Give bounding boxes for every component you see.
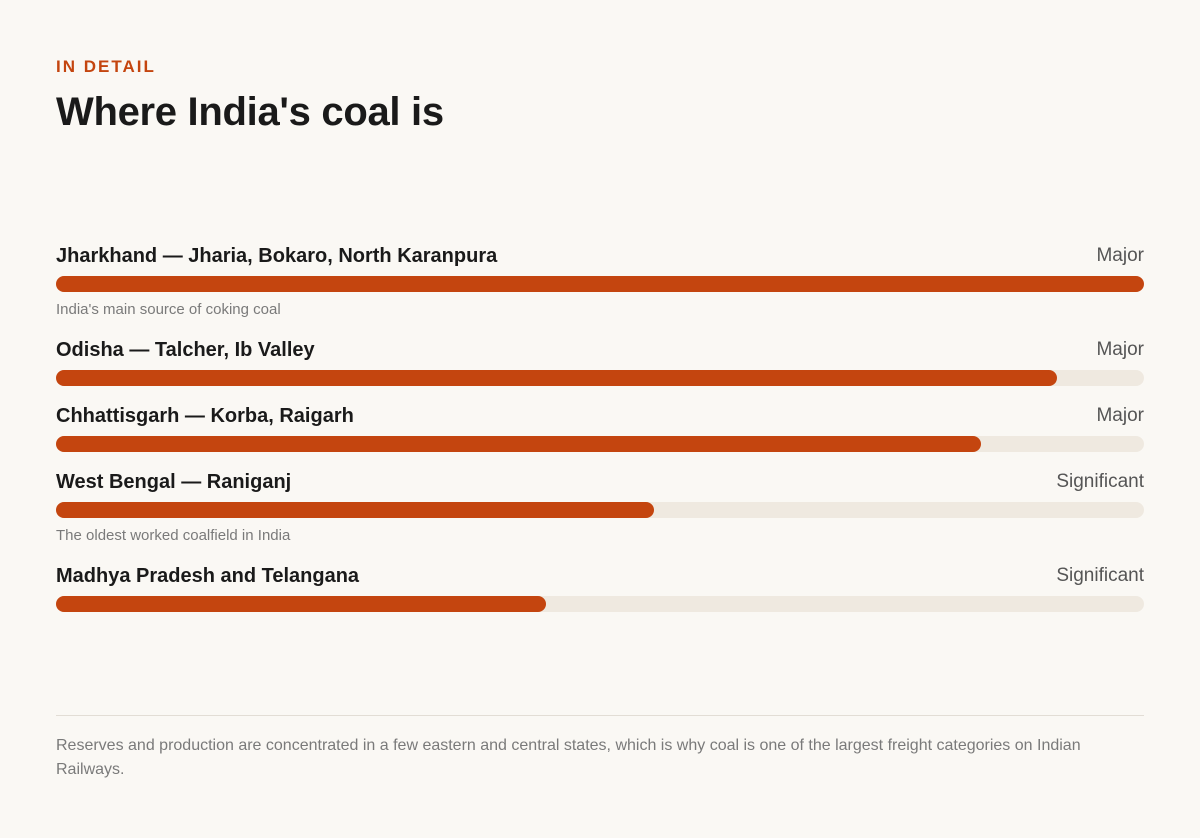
row-header: West Bengal — Raniganj Significant [56,470,1144,494]
rating-label: Major [1096,339,1144,360]
bar [56,370,1057,386]
bar-row: Jharkhand — Jharia, Bokaro, North Karanp… [56,244,1144,320]
bar-note: The oldest worked coalfield in India [56,527,291,544]
bar-track [56,502,1144,518]
chart-title: Where India's coal is [56,90,444,134]
bar [56,596,546,612]
rating-label: Major [1096,405,1144,426]
divider [56,715,1144,716]
bar-track [56,596,1144,612]
rating-label: Significant [1056,471,1144,492]
bar-list: Jharkhand — Jharia, Bokaro, North Karanp… [56,244,1144,630]
rating-label: Significant [1056,565,1144,586]
row-header: Chhattisgarh — Korba, Raigarh Major [56,404,1144,428]
bar [56,436,981,452]
bar-row: Madhya Pradesh and Telangana Significant [56,564,1144,612]
bar-label: West Bengal — Raniganj [56,471,292,493]
bar [56,276,1144,292]
rating-label: Major [1096,245,1144,266]
bar-row: Chhattisgarh — Korba, Raigarh Major [56,404,1144,452]
row-header: Jharkhand — Jharia, Bokaro, North Karanp… [56,244,1144,268]
row-header: Odisha — Talcher, Ib Valley Major [56,338,1144,362]
eyebrow: IN DETAIL [56,57,156,76]
bar-track [56,436,1144,452]
bar-label: Madhya Pradesh and Telangana [56,565,360,587]
bar-label: Chhattisgarh — Korba, Raigarh [56,405,354,427]
row-header: Madhya Pradesh and Telangana Significant [56,564,1144,588]
bar-track [56,370,1144,386]
bar-note: India's main source of coking coal [56,301,281,318]
bar-row: Odisha — Talcher, Ib Valley Major [56,338,1144,386]
bar-row: West Bengal — Raniganj Significant The old… [56,470,1144,546]
bar [56,502,655,518]
bar-label: Jharkhand — Jharia, Bokaro, North Karanp… [56,245,498,267]
bar-label: Odisha — Talcher, Ib Valley [56,339,315,361]
footnote: Reserves and production are concentrated… [56,737,1081,778]
bar-track [56,276,1144,292]
